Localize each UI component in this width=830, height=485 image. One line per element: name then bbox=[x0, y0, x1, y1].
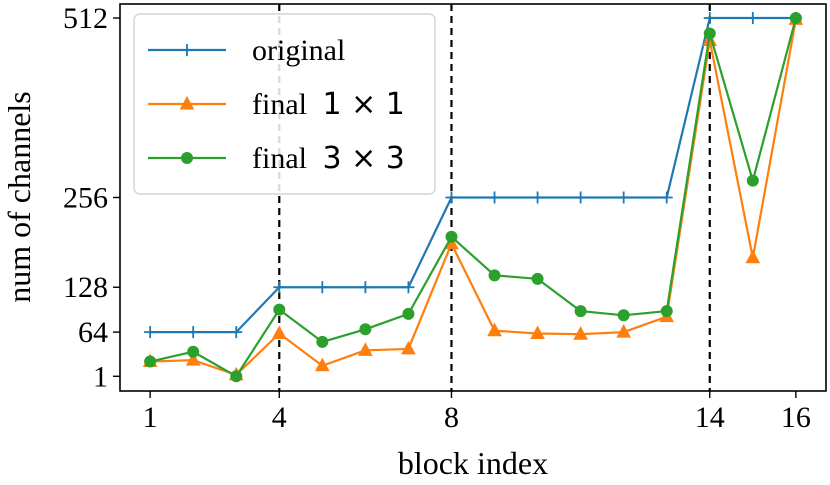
series-3-point bbox=[703, 27, 716, 40]
series-1-point bbox=[230, 326, 243, 339]
y-tick-label: 64 bbox=[78, 316, 108, 349]
y-tick-label: 512 bbox=[63, 2, 108, 35]
x-tick-label: 8 bbox=[444, 401, 459, 434]
series-3-point bbox=[574, 305, 587, 318]
series-3-line bbox=[149, 17, 797, 378]
series-1-point bbox=[574, 191, 587, 204]
series-3-point bbox=[402, 307, 415, 320]
x-tick-label: 1 bbox=[143, 401, 158, 434]
series-layer bbox=[142, 11, 804, 383]
series-1-point bbox=[746, 12, 759, 25]
series-1-point bbox=[617, 191, 630, 204]
series-3-point bbox=[531, 272, 544, 285]
series-1 bbox=[144, 12, 802, 339]
series-2-point bbox=[530, 325, 545, 340]
series-1-point bbox=[488, 191, 501, 204]
series-3-point bbox=[789, 12, 802, 25]
series-3-point bbox=[660, 305, 673, 318]
series-3-point bbox=[746, 174, 759, 187]
series-3-point bbox=[230, 370, 243, 383]
legend-label-final-3x3-math: 3 × 3 bbox=[322, 141, 404, 176]
series-1-point bbox=[359, 281, 372, 294]
y-tick-label: 128 bbox=[63, 271, 108, 304]
series-3 bbox=[144, 12, 802, 383]
legend-handles bbox=[148, 44, 226, 164]
series-2-point bbox=[573, 326, 588, 340]
x-axis-title: block index bbox=[398, 445, 548, 481]
y-tick-label: 256 bbox=[63, 182, 108, 215]
series-3-point bbox=[273, 303, 286, 316]
legend-label-final-3x3-prefix: final bbox=[252, 142, 307, 175]
legend-handle-marker bbox=[179, 95, 195, 110]
series-3-point bbox=[316, 335, 329, 348]
series-1-point bbox=[316, 281, 329, 294]
legend-label-final-1x1-prefix: final bbox=[252, 88, 307, 121]
series-1-point bbox=[703, 12, 716, 25]
legend-label-final-1x1-math: 1 × 1 bbox=[322, 87, 404, 122]
x-tick-label: 14 bbox=[695, 401, 725, 434]
y-axis-title: num of channels bbox=[1, 91, 37, 303]
series-3-point bbox=[187, 345, 200, 358]
series-2-point bbox=[616, 324, 632, 338]
x-tick-label: 4 bbox=[272, 401, 287, 434]
series-2-point bbox=[745, 249, 761, 264]
series-3-point bbox=[445, 230, 458, 243]
series-1-point bbox=[402, 281, 415, 294]
legend-label-final-1x1: final 1 × 1 bbox=[252, 87, 405, 122]
series-1-point bbox=[660, 191, 673, 204]
y-tick-label: 1 bbox=[93, 360, 108, 393]
series-2-point bbox=[487, 322, 502, 337]
legend-handle-marker bbox=[181, 152, 193, 164]
legend-handle-marker bbox=[181, 44, 193, 56]
series-1-line bbox=[150, 16, 796, 334]
series-1-point bbox=[531, 191, 544, 204]
series-1-point bbox=[144, 326, 157, 339]
series-2-point bbox=[401, 340, 416, 355]
series-3-point bbox=[144, 355, 157, 368]
series-3-point bbox=[488, 269, 501, 282]
series-2-point bbox=[185, 352, 201, 366]
x-tick-label: 16 bbox=[781, 401, 811, 434]
legend-box bbox=[133, 13, 436, 195]
series-3-point bbox=[617, 309, 630, 322]
series-1-point bbox=[445, 191, 458, 204]
series-2-point bbox=[314, 357, 330, 372]
series-3-point bbox=[359, 323, 372, 336]
legend-label-original: original bbox=[252, 34, 345, 67]
series-2-point bbox=[358, 342, 373, 356]
legend-label-final-3x3: final 3 × 3 bbox=[252, 141, 405, 176]
legend: original final 1 × 1 final 3 × 3 bbox=[133, 13, 436, 195]
series-1-point bbox=[273, 281, 286, 294]
series-1-point bbox=[187, 326, 200, 339]
series-2-point bbox=[271, 325, 287, 340]
